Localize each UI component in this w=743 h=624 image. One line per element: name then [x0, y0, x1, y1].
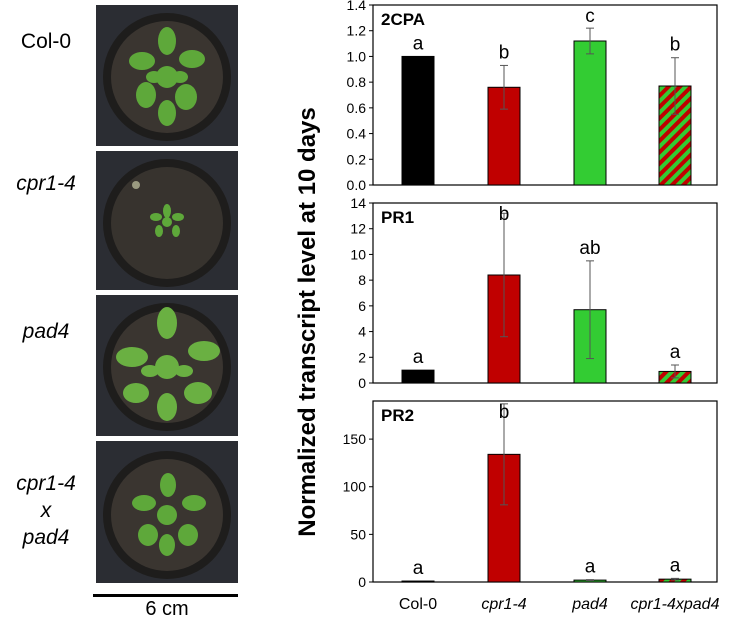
scale-bar-label: 6 cm	[145, 598, 189, 620]
y-tick-label: 100	[343, 479, 367, 495]
y-tick-label: 0.0	[347, 177, 367, 193]
x-category-label: pad4	[571, 596, 608, 613]
bar	[401, 55, 435, 186]
scale-bar	[93, 594, 238, 597]
significance-letter: b	[499, 402, 510, 423]
significance-letter: b	[499, 204, 510, 225]
significance-letter: a	[670, 342, 681, 363]
significance-letter: a	[413, 33, 424, 54]
y-tick-label: 8	[358, 272, 366, 288]
plant-photo-cpr1-4xpad4	[96, 441, 238, 583]
bar	[401, 580, 435, 583]
significance-letter: a	[670, 555, 681, 576]
significance-letter: b	[499, 42, 510, 63]
y-tick-label: 6	[358, 298, 366, 314]
y-tick-label: 150	[343, 431, 367, 447]
chart-title: 2CPA	[381, 10, 425, 29]
y-tick-label: 0	[358, 574, 366, 590]
plant-photo-cpr1-4	[96, 151, 238, 290]
y-tick-label: 0.2	[347, 151, 367, 167]
chart-title: PR1	[381, 208, 414, 227]
y-tick-label: 1.0	[347, 48, 367, 64]
y-tick-label: 2	[358, 349, 366, 365]
y-tick-label: 0.6	[347, 100, 367, 116]
x-category-label: cpr1-4xpad4	[631, 596, 720, 613]
chart-title: PR2	[381, 406, 414, 425]
significance-letter: a	[585, 557, 596, 578]
bar	[401, 369, 435, 384]
plant-photo-pad4	[96, 295, 238, 436]
panel-label-col0: Col-0	[20, 30, 72, 53]
y-tick-label: 1.4	[347, 0, 367, 13]
bar	[573, 40, 607, 186]
significance-letter: ab	[579, 238, 600, 259]
plant-photo-col0	[96, 5, 238, 146]
panel-label-pad4: pad4	[22, 320, 70, 343]
panel-label-cpr1-4xpad4: cpr1-4 x pad4	[16, 472, 76, 549]
y-tick-label: 4	[358, 324, 366, 340]
chart-frame	[372, 202, 718, 384]
y-tick-label: 0	[358, 375, 366, 391]
chart-frame	[372, 4, 718, 186]
significance-letter: a	[413, 347, 424, 368]
y-tick-label: 1.2	[347, 23, 367, 39]
significance-letter: c	[585, 6, 595, 27]
x-category-label: cpr1-4	[481, 596, 526, 613]
y-tick-label: 0.4	[347, 126, 367, 142]
chart-frame	[372, 400, 718, 583]
significance-letter: a	[413, 558, 424, 579]
y-tick-label: 50	[350, 526, 366, 542]
y-tick-label: 0.8	[347, 74, 367, 90]
y-tick-label: 14	[350, 195, 366, 211]
x-category-label: Col-0	[399, 596, 437, 613]
y-tick-label: 12	[350, 221, 366, 237]
y-tick-label: 10	[350, 246, 366, 262]
significance-letter: b	[670, 35, 681, 56]
panel-label-cpr1-4: cpr1-4	[16, 172, 76, 195]
